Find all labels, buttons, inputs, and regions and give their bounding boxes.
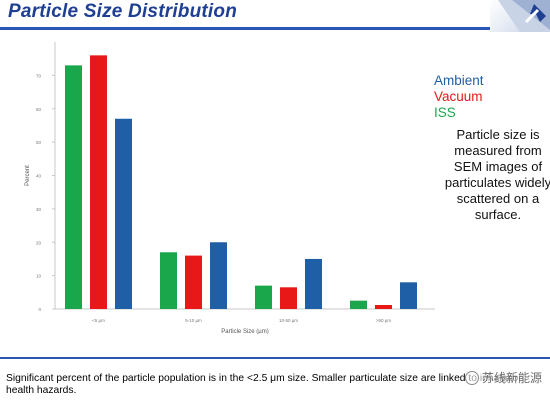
y-tick-label: 40 [36,174,42,179]
slide-title: Particle Size Distribution [8,1,238,22]
y-tick-label: 10 [36,274,42,279]
chart-labels: 0 10 20 30 40 50 60 70 Percent <5 µm 5-10 µm 10-50 … [25,73,391,334]
bar-ambient-1 [210,242,227,309]
title-divider [0,27,505,30]
footer-divider [0,357,550,359]
bar-iss-2 [255,285,272,309]
x-tick-label: 10-50 µm [279,318,298,323]
chart-bars [65,55,417,309]
y-axis-title: Percent [25,165,31,186]
bar-vacuum-2 [280,287,297,309]
company-logo [490,0,550,32]
y-tick-label: 60 [36,107,42,112]
y-tick-label: 30 [36,207,42,212]
bar-vacuum-3 [375,304,392,309]
y-tick-label: 70 [36,73,42,78]
bar-ambient-0 [115,118,132,309]
bar-ambient-2 [305,258,322,309]
x-tick-label: 5-10 µm [185,318,202,323]
chart-legend: Ambient Vacuum ISS [434,73,484,121]
watermark-logo-icon [464,370,479,385]
bar-chart: 0 10 20 30 40 50 60 70 Percent <5 µm 5-10 µm 10-50 … [25,42,435,334]
measurement-note: Particle size is measured from SEM image… [444,127,550,222]
x-axis-title: Particle Size (µm) [221,329,268,334]
y-tick-label: 50 [36,140,42,145]
chart-axes [52,42,435,310]
bar-vacuum-0 [90,55,107,309]
bar-ambient-3 [400,282,417,309]
bar-vacuum-1 [185,255,202,309]
x-tick-label: >50 µm [376,318,391,323]
logo-swoosh-icon [498,0,550,32]
y-tick-label: 20 [36,240,42,245]
footer-caption: Significant percent of the particle popu… [6,373,524,396]
watermark: 苏线新能源 [464,369,542,386]
bar-iss-3 [350,300,367,309]
bar-iss-0 [65,65,82,309]
bar-iss-1 [160,252,177,309]
x-tick-label: <5 µm [92,318,105,323]
y-tick-label: 0 [38,307,41,312]
watermark-text: 苏线新能源 [481,371,542,385]
legend-item-iss: ISS [434,105,456,120]
legend-item-ambient: Ambient [434,73,484,88]
legend-item-vacuum: Vacuum [434,89,483,104]
